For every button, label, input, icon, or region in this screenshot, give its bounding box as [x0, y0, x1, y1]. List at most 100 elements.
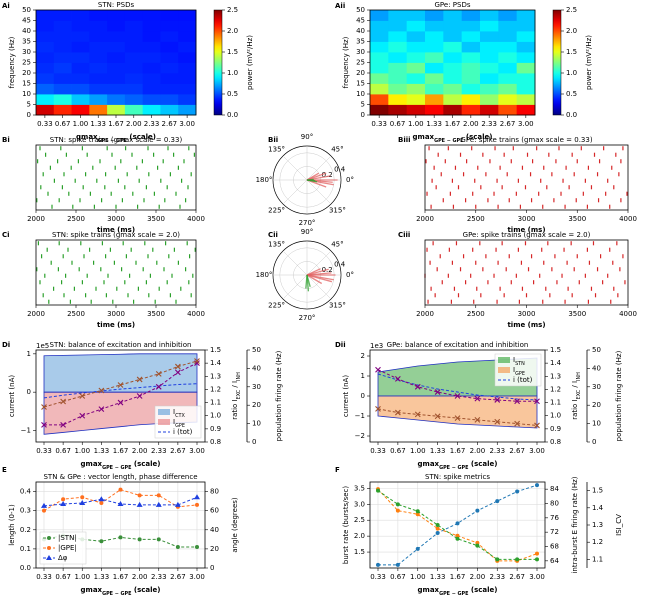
x-tick-label: 3.00: [189, 447, 205, 455]
heat-cell: [124, 62, 144, 74]
x-axis-label: gmaxGPE − GPE (scale): [81, 460, 161, 471]
heat-cell: [480, 31, 499, 42]
heat-cell: [36, 31, 55, 42]
phase-vector: [306, 274, 334, 281]
legend-label: ISTN: [513, 356, 525, 367]
y-tick-label: −2: [355, 432, 365, 440]
angle-tick-label: 315°: [329, 206, 346, 214]
y2-tick-label: 1.2: [550, 385, 561, 393]
marker: [434, 389, 441, 395]
x-axis-label-part: GPE − GPE: [439, 591, 468, 597]
angle-tick-label: 135°: [268, 241, 285, 249]
x-tick-label: 0.33: [36, 573, 52, 581]
heat-cell: [516, 52, 536, 63]
heat-cell: [36, 52, 55, 63]
heat-cell: [406, 20, 426, 32]
legend-label-part: I: [173, 408, 175, 416]
heat-cell: [480, 73, 499, 84]
y2-axis-label-part: / I: [571, 381, 579, 390]
y-tick-label: 50: [356, 6, 365, 14]
heat-cell: [178, 31, 197, 42]
x-axis-label-part: GPE − GPE: [439, 465, 468, 471]
x-tick-label: 1.33: [90, 120, 106, 128]
angle-grid: [306, 155, 332, 181]
colorbar-tick-label: 1.5: [566, 48, 577, 56]
panel-letter: Di: [2, 341, 10, 349]
y2-tick-label: 1.1: [550, 399, 561, 407]
y3-tick-label: 1.4: [592, 504, 604, 512]
heat-cell: [370, 73, 389, 84]
heat-cell: [36, 73, 55, 84]
marker: [174, 363, 181, 370]
marker: [514, 420, 521, 427]
marker: [136, 501, 143, 507]
y-tick-label: −1: [355, 412, 365, 420]
legend-swatch: [158, 409, 170, 415]
area: [377, 395, 538, 429]
marker: [60, 422, 67, 428]
heat-cell: [107, 62, 126, 74]
y-tick-label: 25: [356, 59, 365, 67]
heat-cell: [142, 31, 161, 42]
y-tick-label: 15: [22, 80, 31, 88]
x-tick-label: 2000: [416, 215, 434, 223]
x-tick-label: 2000: [27, 310, 45, 318]
y3-tick-label: 1.1: [592, 555, 603, 563]
heat-cell: [406, 52, 426, 63]
heat-cell: [160, 83, 179, 95]
x-axis-label-part: (scale): [131, 586, 160, 594]
angle-grid: [282, 274, 308, 300]
y-tick-label: 0: [361, 111, 365, 119]
heat-cell: [388, 104, 408, 116]
angle-grid: [306, 250, 332, 276]
marker: [117, 399, 124, 406]
heat-cell: [461, 104, 481, 116]
marker: [79, 412, 86, 419]
y2-axis-label-part: ratio I: [571, 399, 579, 419]
heat-cell: [71, 83, 90, 95]
angle-grid: [282, 250, 308, 276]
heat-cell: [443, 94, 463, 105]
y2-tick-label: 1.2: [210, 385, 221, 393]
x-tick-label: 2.33: [151, 447, 167, 455]
x-axis-label-part: GPE − GPE: [102, 591, 131, 597]
heat-cell: [53, 104, 72, 116]
heat-cell: [461, 20, 481, 32]
colorbar-tick-label: 1.0: [566, 69, 577, 77]
x-tick-label: 1.00: [74, 573, 90, 581]
y2-tick-label: 1.0: [550, 412, 561, 420]
marker: [137, 537, 142, 542]
heat-cell: [406, 31, 426, 42]
y-axis-label: current (nA): [342, 375, 350, 417]
heat-cell: [107, 94, 126, 105]
y2-tick-label: 72: [550, 528, 559, 536]
angle-grid: [306, 274, 332, 300]
x-tick-label: 2.67: [162, 120, 178, 128]
angle-tick-label: 225°: [268, 301, 285, 309]
heat-cell: [425, 41, 444, 53]
x-axis-label-part: (scale): [468, 460, 497, 468]
y-tick-label: 2: [361, 352, 365, 360]
x-tick-label: 0.67: [390, 447, 406, 455]
marker: [535, 551, 539, 556]
marker: [475, 543, 480, 548]
angle-tick-label: 90°: [301, 228, 313, 236]
x-axis-label-part: GPE − GPE: [98, 138, 127, 144]
y2-axis-label: intra-burst E firing rate (Hz): [571, 476, 579, 573]
heat-cell: [370, 94, 389, 105]
legend-label: i (tot): [513, 376, 533, 384]
x-tick-label: 2500: [67, 310, 85, 318]
y3-axis-label: ISI_CV: [615, 514, 623, 536]
panel-title: STN: spike trains (gmax scale = 0.33): [50, 136, 183, 144]
y2-axis-label-part: / I: [231, 381, 239, 390]
marker: [175, 544, 180, 549]
heat-cell: [124, 83, 144, 95]
marker: [194, 494, 200, 500]
heat-cell: [124, 94, 144, 105]
heat-cell: [124, 73, 144, 84]
y-tick-label: 2.5: [354, 516, 365, 524]
x-tick-label: 1.00: [74, 447, 90, 455]
panel-title: GPe: PSDs: [435, 1, 471, 9]
series-line: [377, 490, 537, 560]
marker: [534, 398, 540, 405]
